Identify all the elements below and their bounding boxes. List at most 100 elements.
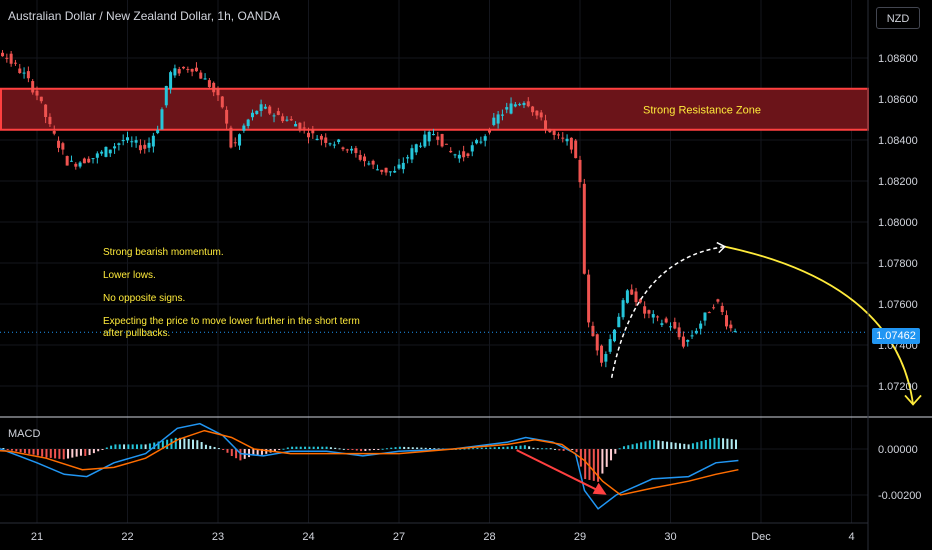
candle-body bbox=[526, 101, 530, 107]
macd-indicator-label[interactable]: MACD bbox=[8, 428, 41, 440]
macd-histogram-bar bbox=[618, 448, 621, 450]
macd-histogram-bar bbox=[670, 442, 673, 449]
macd-histogram-bar bbox=[316, 446, 319, 449]
macd-histogram-bar bbox=[28, 449, 31, 454]
candle-body bbox=[13, 62, 17, 64]
macd-histogram-bar bbox=[75, 449, 78, 457]
candle-body bbox=[337, 139, 341, 143]
candle-body bbox=[367, 163, 371, 165]
time-axis[interactable]: 21 22 23 24 27 28 29 30 Dec 4 bbox=[31, 531, 855, 543]
candle-body bbox=[65, 156, 69, 166]
macd-histogram-bar bbox=[282, 448, 285, 450]
candle-body bbox=[332, 144, 336, 146]
candle-body bbox=[95, 153, 99, 158]
macd-histogram-bar bbox=[631, 444, 634, 449]
candle-body bbox=[160, 109, 164, 130]
candle-body bbox=[294, 124, 298, 127]
time-tick-label: 29 bbox=[574, 531, 586, 543]
candle-body bbox=[561, 137, 565, 139]
macd-histogram-bar bbox=[308, 446, 311, 449]
candle-body bbox=[617, 316, 621, 328]
candle-body bbox=[699, 323, 703, 329]
macd-histogram-bar bbox=[325, 446, 328, 449]
candle-body bbox=[677, 327, 681, 338]
macd-histogram-bar bbox=[433, 448, 436, 450]
candle-body bbox=[453, 154, 457, 156]
macd-histogram-bar bbox=[54, 449, 57, 459]
macd-histogram-bar bbox=[467, 448, 470, 450]
candle-body bbox=[9, 53, 13, 64]
macd-histogram-bar bbox=[497, 447, 500, 449]
time-tick-label: 23 bbox=[212, 531, 224, 543]
candle-body bbox=[177, 69, 181, 74]
candle-body bbox=[57, 140, 61, 148]
macd-histogram-bar bbox=[717, 437, 720, 449]
macd-histogram-bar bbox=[377, 449, 380, 450]
macd-histogram-bar bbox=[506, 446, 509, 449]
macd-histogram-bar bbox=[19, 449, 22, 453]
candle-body bbox=[712, 307, 716, 309]
macd-histogram-bar bbox=[696, 442, 699, 449]
candle-body bbox=[638, 299, 642, 303]
candle-body bbox=[625, 290, 629, 303]
macd-histogram-bar bbox=[722, 438, 725, 449]
macd-histogram-bar bbox=[661, 441, 664, 449]
candle-body bbox=[281, 116, 285, 122]
time-tick-label: 4 bbox=[848, 531, 854, 543]
macd-histogram-bar bbox=[687, 444, 690, 449]
candle-body bbox=[466, 153, 470, 156]
candle-body bbox=[457, 154, 461, 159]
candle-body bbox=[371, 160, 375, 165]
macd-histogram-bar bbox=[235, 449, 238, 459]
candle-body bbox=[255, 110, 259, 114]
macd-histogram-bar bbox=[6, 449, 9, 450]
macd-histogram-bar bbox=[196, 440, 199, 449]
currency-selector[interactable]: NZD bbox=[876, 7, 920, 29]
macd-histogram-bar bbox=[11, 449, 14, 451]
grid-lines bbox=[0, 0, 868, 523]
candle-body bbox=[87, 158, 91, 163]
candle-body bbox=[169, 72, 173, 90]
macd-histogram-bar bbox=[480, 447, 483, 449]
macd-histogram-bar bbox=[398, 446, 401, 449]
macd-histogram-bar bbox=[148, 443, 151, 449]
candle-body bbox=[18, 68, 22, 74]
macd-histogram-bar bbox=[273, 449, 276, 452]
macd-histogram-bar bbox=[92, 449, 95, 454]
macd-histogram-bar bbox=[351, 449, 354, 450]
candle-body bbox=[720, 305, 724, 313]
macd-histogram-bar bbox=[532, 447, 535, 449]
macd-histogram-bar bbox=[657, 440, 660, 449]
macd-histogram-bar bbox=[41, 449, 44, 457]
macd-histogram-bar bbox=[153, 442, 156, 449]
macd-histogram-bar bbox=[291, 446, 294, 449]
macd-histogram-bar bbox=[166, 439, 169, 449]
price-tick-label: 1.08200 bbox=[878, 176, 918, 188]
candle-body bbox=[276, 111, 280, 115]
candle-body bbox=[544, 120, 548, 131]
macd-histogram-bar bbox=[549, 448, 552, 450]
candle-body bbox=[440, 133, 444, 147]
macd-histogram-bar bbox=[429, 448, 432, 450]
macd-histogram-bar bbox=[252, 449, 255, 456]
macd-histogram-bar bbox=[179, 437, 182, 449]
note-no-opposite: No opposite signs. bbox=[103, 293, 186, 304]
macd-histogram-bar bbox=[157, 441, 160, 449]
candle-body bbox=[156, 129, 160, 134]
macd-histogram-bar bbox=[510, 446, 513, 449]
macd-histogram-bar bbox=[347, 449, 350, 450]
macd-histogram-bar bbox=[541, 448, 544, 450]
macd-histogram-bar bbox=[528, 446, 531, 449]
candle-body bbox=[229, 127, 233, 148]
candle-body bbox=[733, 330, 737, 332]
macd-histogram-bar bbox=[653, 440, 656, 449]
macd-histogram-bar bbox=[610, 449, 613, 461]
macd-axis[interactable]: 0.00000 -0.00200 bbox=[878, 444, 921, 502]
candle-body bbox=[660, 323, 664, 325]
candle-body bbox=[681, 336, 685, 347]
candle-body bbox=[664, 318, 668, 323]
macd-histogram-bar bbox=[248, 449, 251, 458]
macd-histogram-bar bbox=[213, 446, 216, 449]
macd-histogram-bar bbox=[584, 449, 587, 480]
